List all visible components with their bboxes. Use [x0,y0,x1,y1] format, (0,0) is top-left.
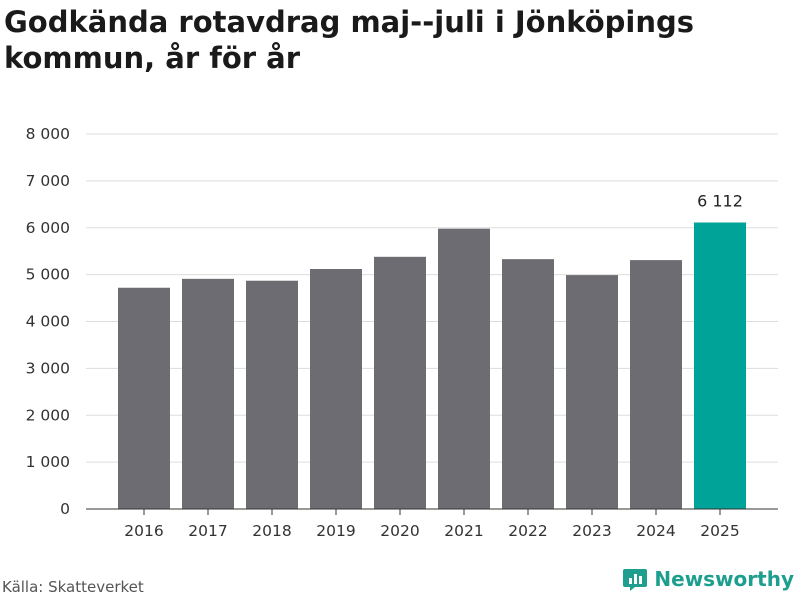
y-tick-label: 1 000 [26,453,70,471]
bar-2017[interactable] [182,278,234,509]
y-tick-label: 0 [60,500,70,518]
chart-title: Godkända rotavdrag maj--juli i Jönköping… [4,5,695,75]
x-tick-label: 2025 [700,522,739,540]
y-tick-label: 5 000 [26,266,70,284]
x-tick-label: 2016 [124,522,163,540]
bar-2025[interactable] [694,222,746,510]
bar-2016[interactable] [118,287,170,509]
y-tick-label: 7 000 [26,172,70,190]
y-tick-label: 6 000 [26,219,70,237]
bar-2020[interactable] [374,256,426,509]
bar-2021[interactable] [438,228,490,509]
y-tick-label: 2 000 [26,406,70,424]
x-axis-ticks: 2016 2017 2018 2019 2020 2021 2022 2023 2024 2025 [124,509,740,540]
x-tick-label: 2020 [380,522,419,540]
x-tick-label: 2022 [508,522,547,540]
data-label: 6 112 [697,192,743,211]
y-axis-ticks: 0 1 000 2 000 3 000 4 000 5 000 6 000 7 000 8 00… [26,125,70,518]
x-tick-label: 2019 [316,522,355,540]
y-tick-label: 8 000 [26,125,70,143]
data-labels: 6 112 [697,192,743,211]
y-tick-label: 3 000 [26,359,70,377]
bar-chart-logo-icon [623,569,648,591]
bar-2018[interactable] [246,280,298,509]
bar-2023[interactable] [566,275,618,509]
brand-name: Newsworthy [654,567,794,591]
x-tick-label: 2018 [252,522,291,540]
source-text: Källa: Skatteverket [2,578,144,596]
x-tick-label: 2024 [636,522,675,540]
x-tick-label: 2017 [188,522,227,540]
x-tick-label: 2021 [444,522,483,540]
bars [118,222,746,510]
bar-2022[interactable] [502,259,554,509]
x-tick-label: 2023 [572,522,611,540]
bar-2024[interactable] [630,260,682,509]
brand[interactable]: Newsworthy [622,566,794,592]
y-tick-label: 4 000 [26,313,70,331]
bar-chart: 0 1 000 2 000 3 000 4 000 5 000 6 000 7 000 8 00… [26,125,778,540]
bar-2019[interactable] [310,269,362,509]
